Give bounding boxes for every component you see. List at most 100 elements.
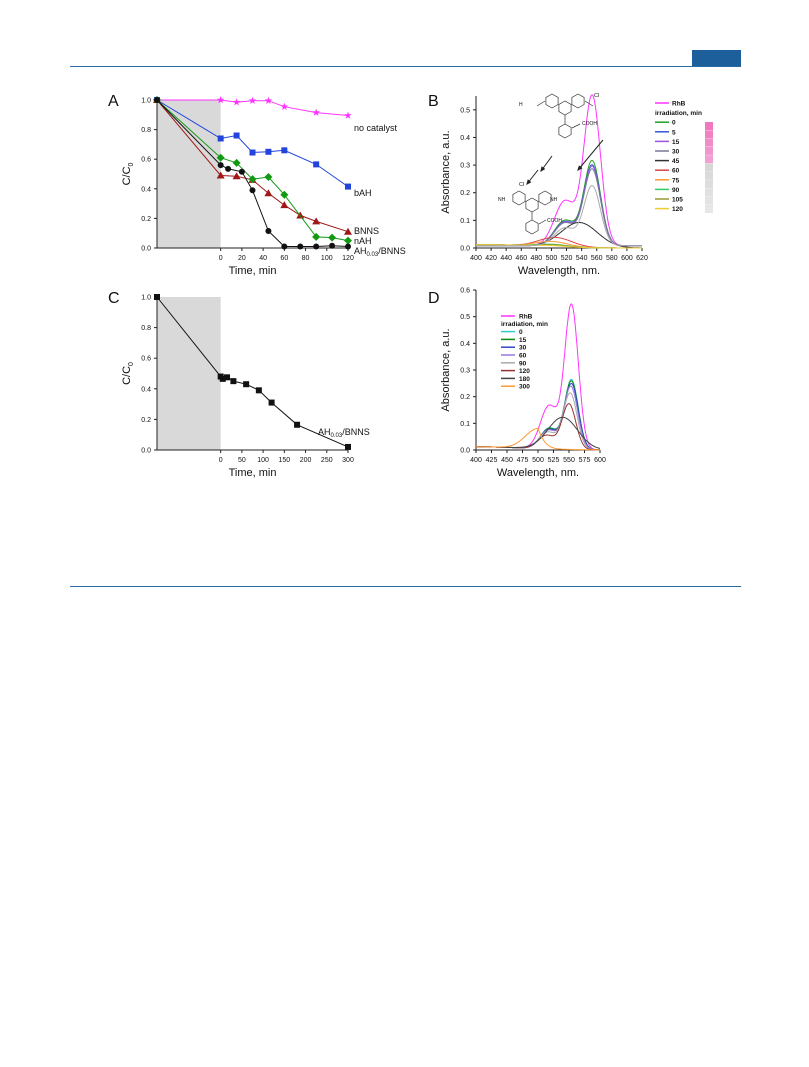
header-badge <box>692 50 741 66</box>
spectrum-line <box>476 416 601 449</box>
x-tick-label: 100 <box>257 457 269 464</box>
x-tick-label: 80 <box>302 255 310 262</box>
ring <box>558 100 572 116</box>
data-point <box>243 381 250 388</box>
data-point <box>216 153 225 162</box>
x-tick-label: 560 <box>591 255 603 262</box>
cuvette-cell <box>705 155 713 164</box>
data-point <box>312 217 321 225</box>
data-point <box>344 236 352 245</box>
legend-entry: 45 <box>672 158 680 165</box>
x-tick-label: 50 <box>238 457 246 464</box>
panel-letter: D <box>428 290 440 307</box>
panel-letter: C <box>108 290 120 307</box>
dark-period-shading <box>157 100 221 248</box>
y-tick-label: 0.4 <box>141 186 151 193</box>
x-tick-label: 60 <box>280 255 288 262</box>
bond <box>571 123 581 129</box>
cuvette-cell <box>705 146 713 155</box>
data-point <box>313 243 320 250</box>
series-label-sub: 0.03 <box>331 433 343 439</box>
data-point <box>345 183 351 190</box>
y-axis-label-sub: 0 <box>128 162 135 166</box>
y-axis-label-sub: 0 <box>128 362 135 366</box>
y-tick-label: 0.2 <box>141 417 151 424</box>
spectra-curves <box>476 303 601 451</box>
legend-entry: 90 <box>672 187 680 194</box>
data-point <box>281 243 288 250</box>
data-point <box>294 421 301 428</box>
bond <box>536 100 546 107</box>
arrow-line <box>577 139 604 171</box>
y-axis-label: C/C0 <box>121 362 135 385</box>
data-point <box>345 243 351 250</box>
y-tick-label: 0.5 <box>460 314 470 321</box>
y-tick-label: 0.6 <box>460 288 470 295</box>
data-point <box>232 172 241 180</box>
dark-period-shading <box>157 297 221 450</box>
x-tick-label: 580 <box>606 255 618 262</box>
cuvette-cell <box>705 188 713 197</box>
y-tick-label: 0.0 <box>460 246 470 253</box>
spectrum-line <box>476 244 642 249</box>
arrow-head <box>577 165 583 171</box>
series-label: bAH <box>354 188 372 198</box>
data-point <box>312 108 320 116</box>
legend: RhB irradiation, min 0 5 15 30 45 60 75 90 105 120 <box>655 101 702 213</box>
ring <box>525 219 539 235</box>
legend-entry: 300 <box>519 384 530 391</box>
data-point <box>265 227 272 234</box>
y-tick-label: 0.1 <box>460 218 470 225</box>
cooh-label: COOH <box>582 121 597 127</box>
x-tick-label: 250 <box>321 457 333 464</box>
data-point <box>232 158 241 167</box>
cuvette-photo <box>705 122 713 213</box>
legend-entry: 15 <box>672 139 680 146</box>
legend-entry: 90 <box>519 360 527 367</box>
x-tick-label: 420 <box>485 255 497 262</box>
legend-entry: 30 <box>672 149 680 156</box>
data-point <box>217 135 224 142</box>
ring <box>558 123 572 139</box>
legend-subtitle: irradiation, min <box>501 321 548 328</box>
ring <box>545 93 559 109</box>
legend-entry: 5 <box>672 129 676 136</box>
series-no-catalyst: no catalyst <box>153 96 398 133</box>
spectrum-line <box>476 185 642 247</box>
data-point <box>280 190 289 199</box>
spectrum-line <box>476 159 642 247</box>
data-point <box>249 187 256 194</box>
legend-entry: 30 <box>519 345 527 352</box>
data-point <box>238 168 245 175</box>
x-tick-label: 575 <box>579 457 591 464</box>
x-tick-label: 480 <box>531 255 543 262</box>
data-point <box>216 171 225 179</box>
data-point <box>296 211 305 219</box>
data-point <box>230 378 237 385</box>
data-point <box>264 172 273 181</box>
legend-entry: 60 <box>672 168 680 175</box>
spectrum-line <box>476 428 600 451</box>
series-label-suffix: /BNNS <box>342 427 370 437</box>
x-tick-label: 460 <box>515 255 527 262</box>
x-tick-label: 100 <box>321 255 333 262</box>
data-point <box>344 111 352 119</box>
x-axis-label: Time, min <box>229 467 277 479</box>
ring <box>571 93 585 109</box>
x-tick-label: 200 <box>300 457 312 464</box>
data-point <box>225 165 232 172</box>
data-point <box>345 443 351 450</box>
bond <box>538 219 547 225</box>
x-axis-label: Wavelength, nm. <box>518 265 600 277</box>
data-point <box>255 387 262 394</box>
footer-rule <box>70 586 741 587</box>
x-tick-label: 0 <box>219 255 223 262</box>
x-tick-label: 400 <box>470 457 482 464</box>
legend-entry: 105 <box>672 197 683 204</box>
y-tick-label: 0.2 <box>141 216 151 223</box>
x-tick-label: 40 <box>259 255 267 262</box>
data-point <box>313 161 320 168</box>
x-tick-label: 500 <box>546 255 558 262</box>
x-tick-label: 300 <box>342 457 354 464</box>
y-tick-label: 1.0 <box>141 98 151 105</box>
